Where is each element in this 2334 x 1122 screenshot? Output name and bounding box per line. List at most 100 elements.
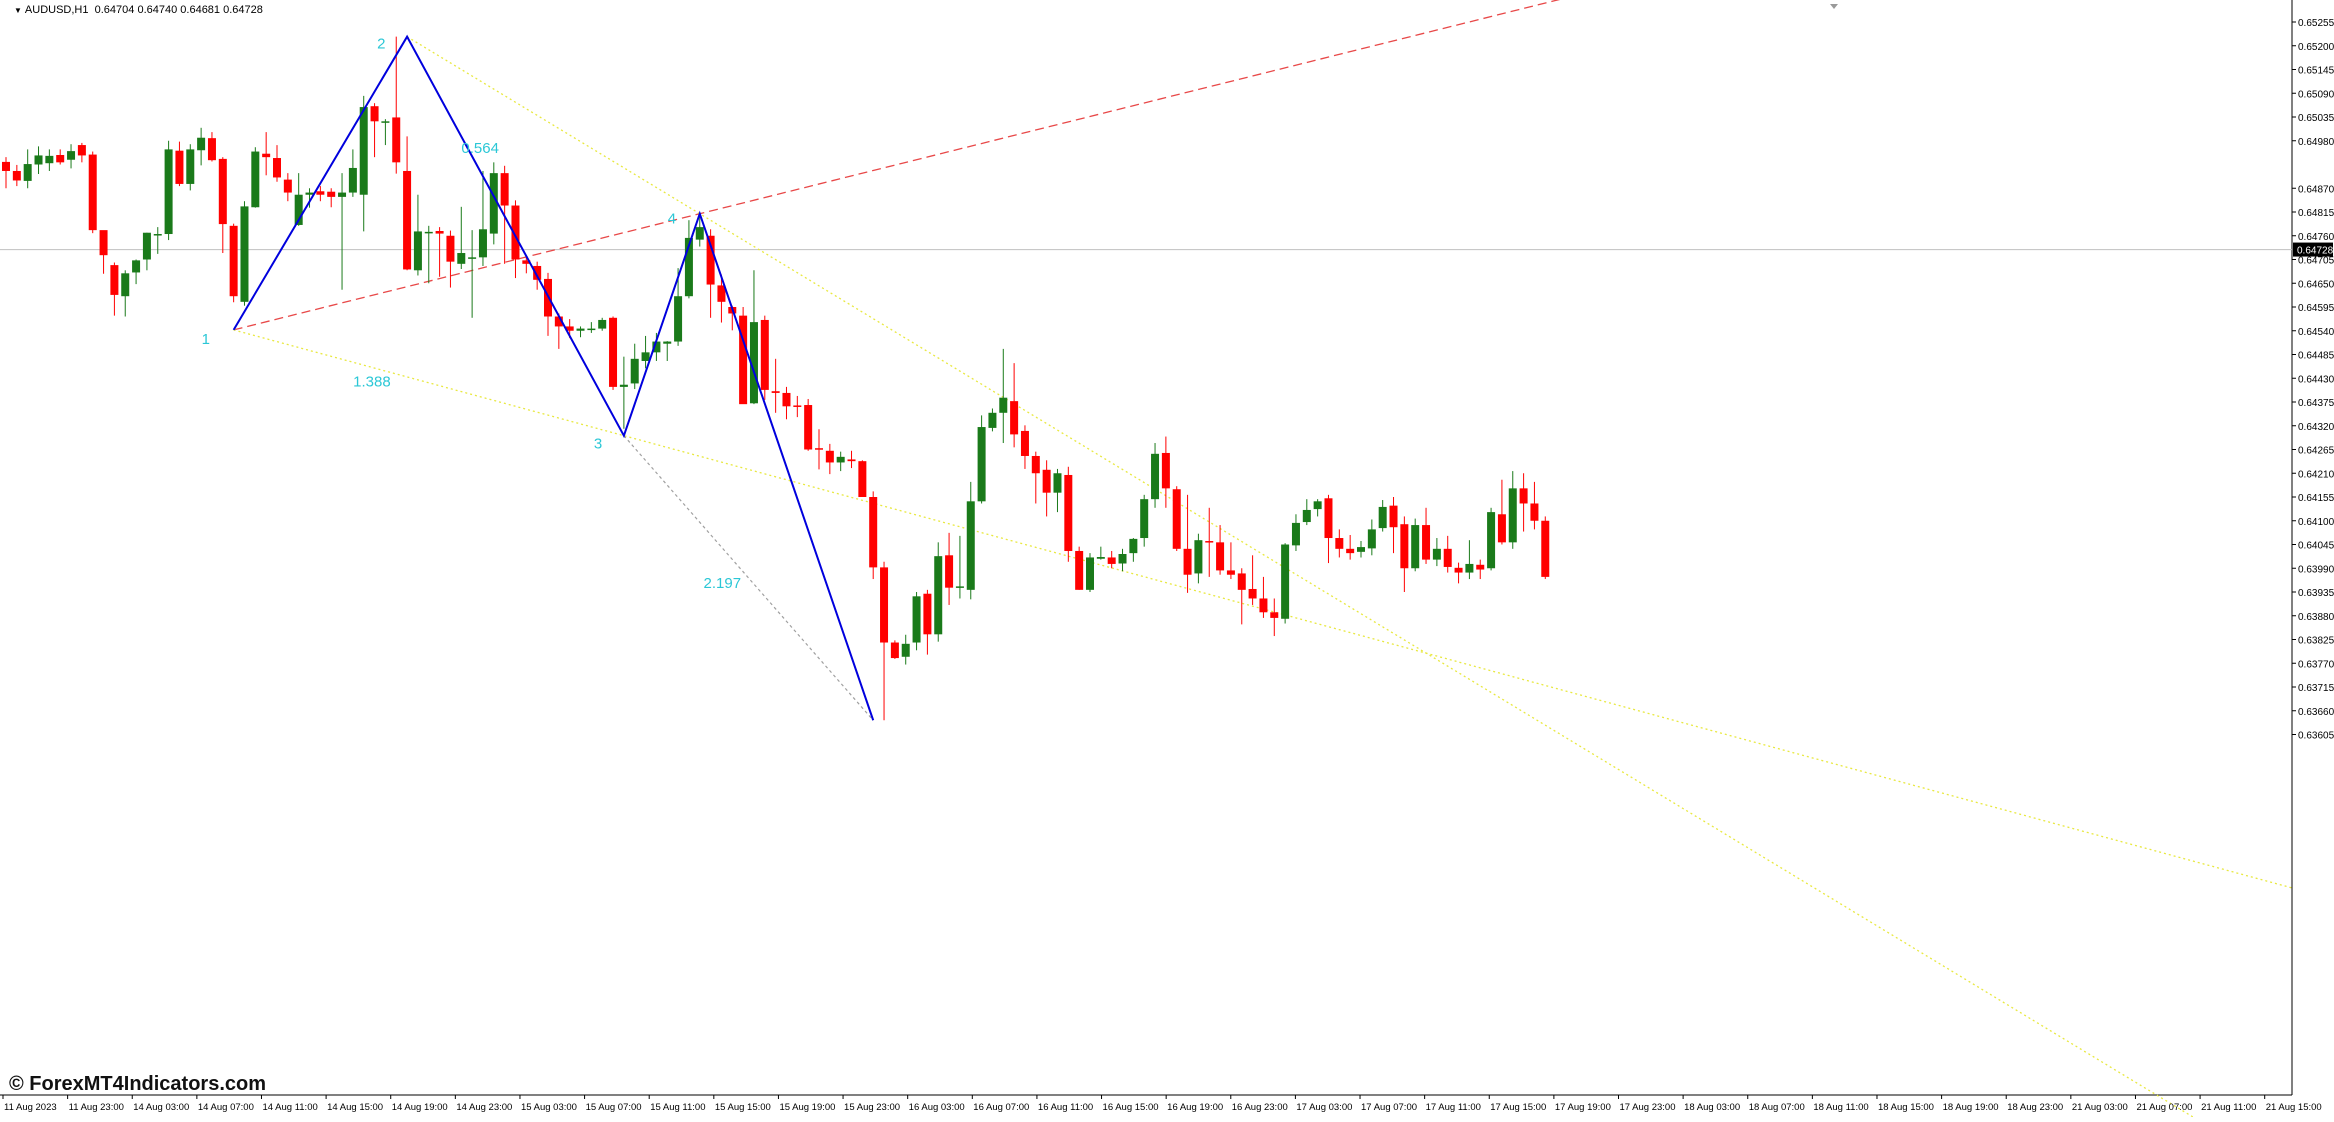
candle	[1432, 538, 1441, 567]
candle	[858, 460, 867, 497]
price-tick-label: 0.64375	[2298, 398, 2334, 409]
candle	[609, 316, 618, 390]
time-tick-label: 17 Aug 07:00	[1361, 1102, 1417, 1113]
time-tick-label: 18 Aug 23:00	[2007, 1102, 2063, 1113]
time-axis[interactable]: 11 Aug 2023 11 Aug 23:00 14 Aug 03:00 14 Au…	[2, 1095, 2322, 1113]
candle	[240, 201, 249, 306]
candle-body	[1118, 554, 1127, 564]
candle	[1194, 533, 1203, 584]
candle-body	[1107, 557, 1116, 564]
candles	[2, 36, 1550, 721]
scroll-marker-icon[interactable]	[1830, 4, 1838, 9]
candle	[1140, 494, 1149, 547]
candle-body	[1237, 573, 1246, 590]
price-tick-label: 0.63715	[2298, 683, 2334, 694]
candle-body	[1020, 430, 1029, 456]
candle	[1248, 555, 1257, 605]
candle	[663, 341, 672, 361]
price-tick-label: 0.64210	[2298, 469, 2334, 480]
candle	[674, 268, 683, 346]
candle	[1042, 460, 1051, 517]
candle-body	[381, 121, 390, 123]
candle-body	[45, 155, 54, 164]
candle	[587, 322, 596, 333]
price-axis[interactable]: 0.65255 0.65200 0.65145 0.65090 0.65035 0.649…	[2292, 18, 2334, 742]
pivot-label: 1	[202, 331, 210, 348]
candle-body	[207, 138, 216, 161]
candle-body	[175, 150, 184, 184]
candle-body	[197, 137, 206, 151]
time-tick-label: 21 Aug 11:00	[2201, 1102, 2256, 1113]
time-tick-label: 21 Aug 03:00	[2072, 1102, 2128, 1113]
time-tick-label: 18 Aug 07:00	[1749, 1102, 1805, 1113]
candle-body	[446, 235, 455, 262]
price-tick-label: 0.64265	[2298, 446, 2334, 457]
candle-body	[934, 556, 943, 635]
candle	[988, 408, 997, 432]
candle	[348, 149, 357, 197]
price-tick-label: 0.63660	[2298, 707, 2334, 718]
candle	[403, 136, 412, 271]
time-tick-label: 17 Aug 03:00	[1296, 1102, 1352, 1113]
time-tick-label: 16 Aug 11:00	[1038, 1102, 1093, 1113]
candle-body	[153, 234, 162, 236]
candle	[1237, 568, 1246, 625]
candle-body	[1086, 557, 1094, 590]
candle-body	[478, 229, 487, 258]
candle-body	[988, 412, 997, 428]
candle	[836, 451, 845, 472]
time-tick-label: 15 Aug 23:00	[844, 1102, 900, 1113]
candle	[1400, 516, 1409, 592]
time-tick-label: 17 Aug 23:00	[1620, 1102, 1676, 1113]
candle	[489, 162, 498, 245]
candle-body	[1530, 503, 1539, 521]
candle	[1172, 486, 1181, 551]
candle-body	[901, 643, 910, 657]
candle	[598, 317, 607, 331]
candle-body	[587, 328, 596, 331]
zigzag-pattern	[232, 34, 875, 721]
candle-body	[554, 316, 563, 327]
candle-body	[424, 231, 433, 234]
candle	[359, 95, 368, 232]
candle	[1422, 507, 1431, 564]
candle	[370, 103, 379, 158]
candle-body	[294, 194, 303, 225]
candle	[977, 415, 986, 504]
candle-body	[1270, 612, 1279, 618]
time-tick-label: 15 Aug 03:00	[521, 1102, 577, 1113]
candle-body	[1194, 540, 1203, 574]
candle-body	[663, 341, 672, 344]
candle-body	[674, 296, 683, 342]
candle	[381, 119, 390, 146]
candle-body	[999, 397, 1008, 413]
candle	[56, 149, 65, 165]
candle-body	[23, 164, 32, 181]
candle-body	[880, 567, 889, 643]
price-tick-label: 0.63605	[2298, 731, 2334, 742]
candle	[468, 230, 477, 318]
pivot-label: 2	[377, 36, 385, 53]
candle-body	[1205, 541, 1214, 543]
price-tick-label: 0.65255	[2298, 18, 2334, 29]
candle-body	[652, 341, 661, 353]
candle	[1020, 425, 1029, 469]
dropdown-triangle-icon[interactable]: ▼	[14, 6, 22, 15]
candle-body	[533, 265, 542, 280]
candle	[1530, 481, 1539, 530]
current-price-box	[2293, 242, 2333, 257]
candle-body	[869, 497, 878, 568]
candle	[1541, 516, 1550, 580]
candle	[175, 141, 184, 187]
symbol-name: AUDUSD,H1	[24, 4, 89, 16]
candle	[1064, 466, 1073, 562]
candle-body	[695, 227, 704, 240]
time-tick-label: 16 Aug 07:00	[973, 1102, 1029, 1113]
candle-body	[489, 173, 498, 234]
time-tick-label: 16 Aug 15:00	[1103, 1102, 1159, 1113]
close-value: 0.64728	[223, 4, 263, 16]
candle-body	[164, 149, 173, 235]
candle	[1411, 518, 1420, 572]
